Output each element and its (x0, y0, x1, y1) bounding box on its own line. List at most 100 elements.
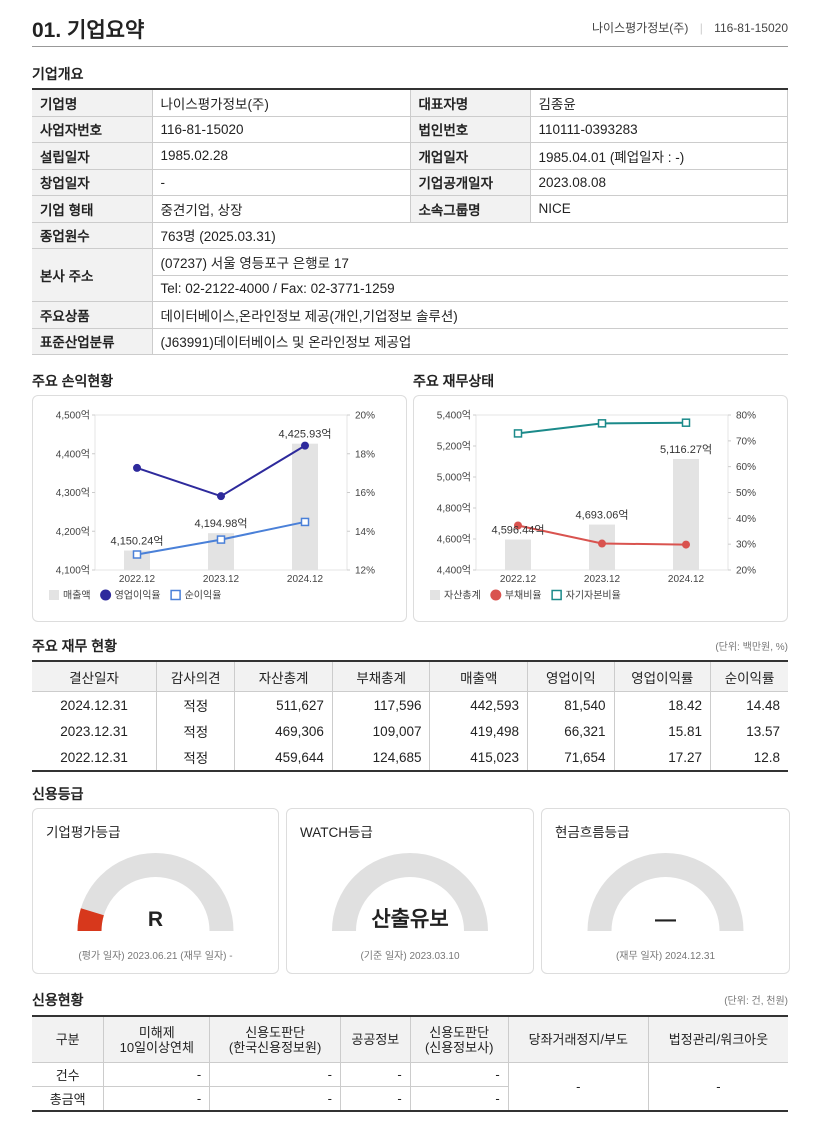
table-cell: 66,321 (527, 718, 615, 744)
rating-card: 현금흐름등급 — (재무 일자) 2024.12.31 (541, 808, 790, 974)
financials-table: 결산일자 감사의견 자산총계 부채총계 매출액 영업이익 영업이익률 순이익률 2024.12.… (32, 660, 788, 772)
table-cell: 459,644 (234, 744, 333, 771)
table-cell: 469,306 (234, 718, 333, 744)
point (132, 550, 142, 559)
cell-label: 기업공개일자 (410, 169, 530, 196)
table-row: Tel: 02-2122-4000 / Fax: 02-3771-1259 (32, 275, 788, 302)
legend-label: 부채비율 (505, 590, 542, 602)
point (300, 517, 310, 527)
unit-note: (단위: 백만원, %) (715, 642, 788, 653)
point (513, 429, 523, 438)
table-cell: 117,596 (331, 691, 431, 718)
grade: R (148, 908, 163, 931)
table-cell: 15.81 (613, 718, 712, 744)
cell-value: - (151, 169, 411, 196)
x-tick-label: 2023.12 (584, 574, 621, 585)
column-header: 감사의견 (156, 661, 236, 692)
cell-label: 본사 주소 (32, 248, 152, 302)
y-tick-label: 4,400억 (437, 565, 471, 577)
column-header: 법정관리/워크아웃 (647, 1016, 788, 1063)
column-header: 당좌거래정지/부도 (507, 1016, 649, 1063)
card-title: 기업평가등급 (46, 825, 121, 840)
column-header: 결산일자 (32, 661, 158, 692)
table-cell: 81,540 (527, 691, 615, 718)
merged-cell: - (507, 1062, 649, 1112)
table-row: 설립일자 1985.02.28 개업일자 1985.04.01 (폐업일자 : -) (32, 142, 788, 170)
y2-tick-label: 16% (355, 488, 375, 499)
biz-number: 116-81-15020 (714, 21, 788, 35)
section-title: 주요 재무 현황 (32, 638, 118, 654)
legend-label: 영업이익율 (115, 589, 161, 602)
table-cell: - (209, 1062, 341, 1087)
column-header: 공공정보 (340, 1016, 411, 1063)
cell-label: 법인번호 (410, 116, 530, 143)
y2-tick-label: 40% (736, 514, 756, 525)
column-header: 자산총계 (234, 661, 333, 692)
cell-label: 기업명 (32, 89, 152, 117)
column-header: 신용도판단 (한국신용정보원) (209, 1016, 341, 1063)
x-tick-label: 2022.12 (119, 574, 156, 585)
column-header: 영업이익률 (613, 661, 712, 692)
section-title: 주요 손익현황 (32, 373, 114, 389)
table-cell: 71,654 (527, 744, 615, 771)
bar (292, 443, 318, 570)
table-row: 기업명 나이스평가정보(주) 대표자명 김종윤 (32, 89, 788, 117)
card-title: 현금흐름등급 (555, 825, 630, 840)
value-label: 4,693.06억 (576, 509, 629, 522)
table-row: 창업일자 - 기업공개일자 2023.08.08 (32, 169, 788, 196)
y-tick-label: 5,000억 (437, 472, 471, 484)
y-tick-label: 4,200억 (56, 526, 90, 538)
legend-swatch (49, 590, 59, 600)
y-tick-label: 4,800억 (437, 503, 471, 515)
column-header: 매출액 (429, 661, 529, 692)
x-tick-label: 2022.12 (500, 574, 537, 585)
grade: — (655, 908, 676, 931)
bar (673, 458, 699, 570)
cell-label: 창업일자 (32, 169, 152, 196)
gauge: — (재무 일자) 2024.12.31 (587, 853, 744, 962)
table-cell: 17.27 (613, 744, 712, 771)
legend-label: 순이익율 (185, 590, 222, 602)
table-row: 총금액 - - - - (32, 1086, 788, 1112)
cell-label: 사업자번호 (32, 116, 152, 143)
cell-value: 나이스평가정보(주) (151, 89, 411, 117)
section-title: 신용등급 (32, 786, 84, 802)
point (217, 492, 225, 501)
cell-value: 763명 (2025.03.31) (151, 222, 788, 249)
card-note: (기준 일자) 2023.03.10 (360, 950, 460, 962)
bar (505, 539, 531, 570)
cell-value: 1985.02.28 (151, 142, 411, 170)
y2-tick-label: 60% (736, 462, 756, 473)
y-tick-label: 4,400억 (56, 448, 90, 460)
cell-value: 110111-0393283 (529, 116, 788, 143)
y2-tick-label: 30% (736, 540, 756, 551)
table-cell: 14.48 (710, 691, 788, 718)
y-tick-label: 4,100억 (56, 565, 90, 577)
table-cell: - (409, 1062, 509, 1087)
y-tick-label: 4,300억 (56, 487, 90, 499)
rating-card: 기업평가등급 R (평가 일자) 2023.06.21 (재무 일자) - (32, 808, 279, 974)
table-cell: 2022.12.31 (32, 744, 158, 771)
section-title: 주요 재무상태 (413, 373, 495, 389)
gauge-fill (77, 908, 104, 932)
table-cell: 109,007 (331, 718, 431, 744)
gauge-track (77, 853, 234, 932)
table-cell: - (409, 1086, 509, 1112)
cell-label: 종업원수 (32, 222, 152, 249)
x-tick-label: 2024.12 (287, 574, 324, 585)
cell-label: 주요상품 (32, 301, 152, 329)
card-note: (평가 일자) 2023.06.21 (재무 일자) - (78, 950, 232, 962)
section-title: 신용현황 (32, 992, 84, 1008)
value-label: 4,596.44억 (492, 524, 545, 537)
y2-tick-label: 12% (355, 566, 375, 577)
legend-label: 자기자본비율 (566, 590, 621, 602)
value-label: 4,150.24억 (111, 535, 164, 548)
table-row: 표준산업분류 (J63991)데이터베이스 및 온라인정보 제공업 (32, 328, 788, 355)
table-cell: 511,627 (234, 691, 333, 718)
table-cell: - (340, 1062, 411, 1087)
legend-swatch (490, 589, 502, 601)
y2-tick-label: 70% (736, 436, 756, 447)
cell-value: Tel: 02-2122-4000 / Fax: 02-3771-1259 (151, 275, 788, 302)
cell-value: 데이터베이스,온라인정보 제공(개인,기업정보 솔루션) (151, 301, 788, 329)
